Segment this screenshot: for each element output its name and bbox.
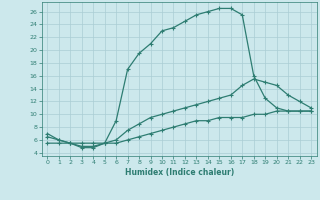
X-axis label: Humidex (Indice chaleur): Humidex (Indice chaleur): [124, 168, 234, 177]
